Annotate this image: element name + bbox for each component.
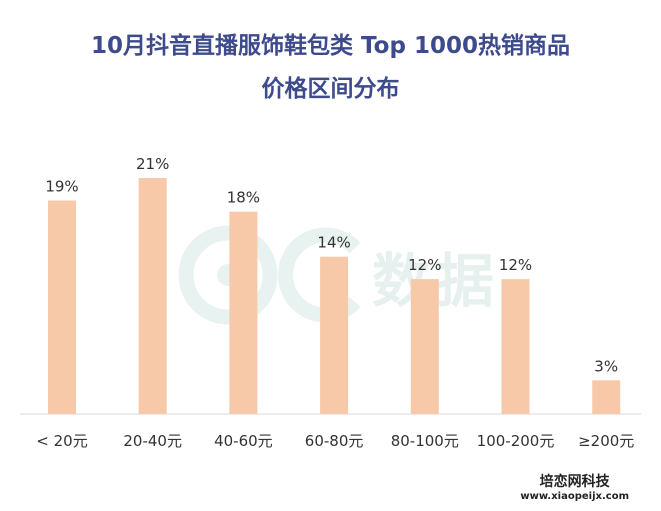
bar-6 xyxy=(592,380,621,414)
x-tick-label: 20-40元 xyxy=(123,432,182,450)
bar-value-label: 18% xyxy=(227,189,260,207)
x-tick-label: ≥200元 xyxy=(578,432,634,450)
x-tick-label: 40-60元 xyxy=(214,432,273,450)
x-tick-label: < 20元 xyxy=(36,432,87,450)
bar-5 xyxy=(501,279,530,414)
bar-value-label: 12% xyxy=(408,256,441,274)
bar-value-label: 14% xyxy=(317,234,350,252)
bar-value-label: 12% xyxy=(499,256,532,274)
bar-1 xyxy=(138,178,167,414)
footer-watermark: 培恋网科技 www.xiaopeijx.com xyxy=(520,473,629,503)
x-tick-label: 100-200元 xyxy=(477,432,555,450)
bar-2 xyxy=(229,211,258,414)
chart-title-line1: 10月抖音直播服饰鞋包类 Top 1000热销商品 xyxy=(91,33,570,59)
bar-3 xyxy=(320,256,349,414)
bar-4 xyxy=(410,279,439,414)
footer-brand: 培恋网科技 xyxy=(539,474,610,490)
bar-value-label: 21% xyxy=(136,155,169,173)
x-tick-label: 60-80元 xyxy=(305,432,364,450)
bar-value-label: 19% xyxy=(45,178,78,196)
bar-value-label: 3% xyxy=(594,357,618,375)
x-tick-label: 80-100元 xyxy=(391,432,459,450)
bar-0 xyxy=(48,200,76,414)
footer-url: www.xiaopeijx.com xyxy=(520,491,629,502)
chart-title-line2: 价格区间分布 xyxy=(261,76,400,102)
